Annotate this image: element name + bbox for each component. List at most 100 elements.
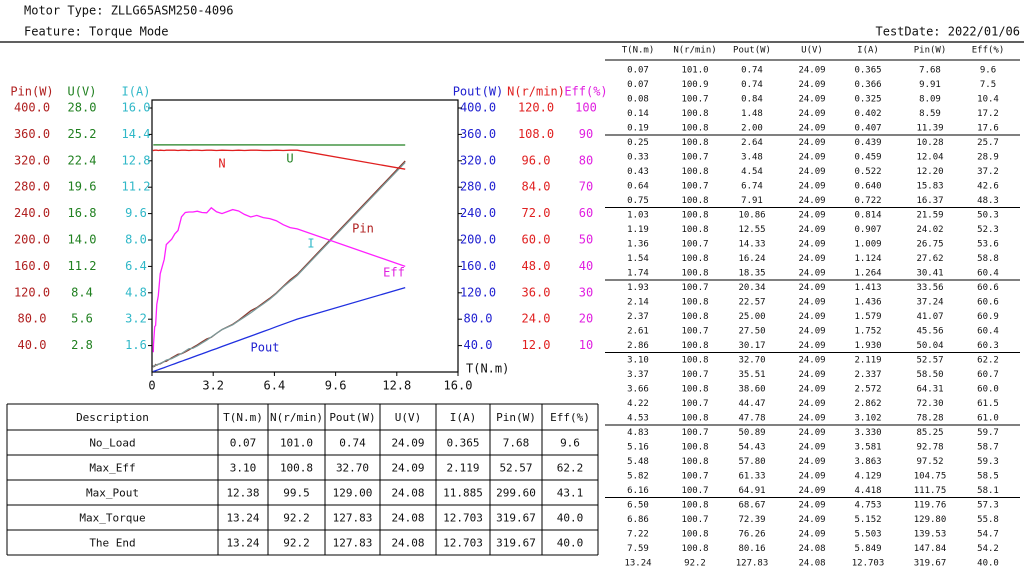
table-cell: 139.53	[914, 530, 947, 540]
y-tick-label: 16.8	[68, 206, 97, 220]
y-tick-label: 22.4	[68, 153, 97, 167]
table-cell: 0.365	[854, 66, 881, 76]
x-tick-label: 0	[148, 379, 155, 393]
table-cell: 2.337	[854, 370, 881, 380]
table-cell: 45.56	[916, 327, 943, 337]
table-cell: 0.366	[854, 80, 881, 90]
table-cell: 0.07	[230, 437, 257, 450]
table-cell: 6.86	[627, 515, 649, 525]
column-header: N(r/min)	[673, 46, 716, 56]
table-cell: 57.80	[738, 457, 765, 467]
table-cell: 64.31	[916, 385, 943, 395]
table-cell: 100.8	[681, 530, 708, 540]
table-cell: 1.74	[627, 269, 649, 279]
table-cell: 100.8	[681, 109, 708, 119]
y-tick-label: 20	[579, 312, 593, 326]
y-tick-label: 36.0	[522, 285, 551, 299]
table-cell: 4.753	[854, 501, 881, 511]
table-cell: 4.83	[627, 428, 649, 438]
table-cell: 0.33	[627, 153, 649, 163]
table-cell: 12.703	[443, 537, 483, 550]
table-cell: 54.43	[738, 443, 765, 453]
table-cell: 4.22	[627, 399, 649, 409]
table-cell: 3.581	[854, 443, 881, 453]
table-cell: 24.08	[391, 487, 424, 500]
table-cell: 0.722	[854, 196, 881, 206]
table-cell: 100.8	[681, 312, 708, 322]
table-cell: 0.19	[627, 124, 649, 134]
table-cell: 319.67	[496, 537, 536, 550]
y-tick-label: 12.0	[522, 338, 551, 352]
table-cell: 1.579	[854, 312, 881, 322]
table-cell: 40.0	[977, 559, 999, 569]
table-cell: 147.84	[914, 544, 947, 554]
column-header: Pin(W)	[914, 46, 947, 56]
table-cell: 3.37	[627, 370, 649, 380]
table-cell: 0.08	[627, 95, 649, 105]
y-tick-label: 240.0	[14, 206, 50, 220]
table-cell: 2.00	[741, 124, 763, 134]
table-cell: 129.80	[914, 515, 947, 525]
table-cell: 47.78	[738, 414, 765, 424]
y-tick-label: 28.0	[68, 101, 97, 115]
table-cell: 9.6	[560, 437, 580, 450]
series-label: Pin	[352, 222, 374, 236]
table-cell: 99.5	[283, 487, 310, 500]
table-cell: Max_Torque	[79, 512, 145, 525]
y-tick-label: 8.0	[125, 233, 147, 247]
y-tick-label: 14.4	[122, 127, 151, 141]
table-cell: 92.2	[283, 537, 310, 550]
table-cell: 41.07	[916, 312, 943, 322]
table-cell: 92.2	[684, 559, 706, 569]
table-cell: 60.4	[977, 327, 999, 337]
table-cell: Max_Eff	[89, 462, 135, 475]
y-tick-label: 200.0	[460, 233, 496, 247]
axis-label: Pin(W)	[10, 85, 53, 99]
table-cell: 24.09	[798, 312, 825, 322]
series-label: Pout	[251, 341, 280, 355]
table-cell: 299.60	[496, 487, 536, 500]
table-cell: 7.22	[627, 530, 649, 540]
table-cell: 0.84	[741, 95, 763, 105]
y-tick-label: 40.0	[464, 338, 493, 352]
x-tick-label: 16.0	[444, 379, 473, 393]
table-cell: 6.50	[627, 501, 649, 511]
table-cell: 37.24	[916, 298, 943, 308]
y-tick-label: 280.0	[14, 180, 50, 194]
table-cell: 0.75	[627, 196, 649, 206]
table-cell: 2.119	[854, 356, 881, 366]
table-cell: 54.7	[977, 530, 999, 540]
table-cell: 52.3	[977, 225, 999, 235]
table-cell: 1.009	[854, 240, 881, 250]
table-cell: 4.129	[854, 472, 881, 482]
table-cell: 12.04	[916, 153, 943, 163]
table-cell: 30.17	[738, 341, 765, 351]
table-cell: 100.8	[681, 269, 708, 279]
table-cell: 76.26	[738, 530, 765, 540]
y-tick-label: 108.0	[518, 127, 554, 141]
table-cell: 60.6	[977, 283, 999, 293]
table-cell: 52.57	[499, 462, 532, 475]
table-cell: 60.0	[977, 385, 999, 395]
table-cell: 0.07	[627, 66, 649, 76]
series-line	[152, 161, 406, 368]
table-cell: 12.703	[852, 559, 885, 569]
table-cell: 13.24	[624, 559, 651, 569]
table-cell: 0.43	[627, 167, 649, 177]
y-tick-label: 40.0	[18, 338, 47, 352]
table-cell: 11.885	[443, 487, 483, 500]
axis-label: U(V)	[68, 85, 97, 99]
table-cell: 1.93	[627, 283, 649, 293]
table-cell: 28.9	[977, 153, 999, 163]
table-cell: 32.70	[336, 462, 369, 475]
x-tick-label: 6.4	[264, 379, 286, 393]
table-cell: 24.09	[798, 530, 825, 540]
y-tick-label: 96.0	[522, 153, 551, 167]
table-cell: 55.8	[977, 515, 999, 525]
table-cell: 100.8	[681, 385, 708, 395]
table-cell: 53.6	[977, 240, 999, 250]
table-cell: 27.62	[916, 254, 943, 264]
table-cell: 17.2	[977, 109, 999, 119]
table-cell: 60.4	[977, 269, 999, 279]
y-tick-label: 11.2	[122, 180, 151, 194]
